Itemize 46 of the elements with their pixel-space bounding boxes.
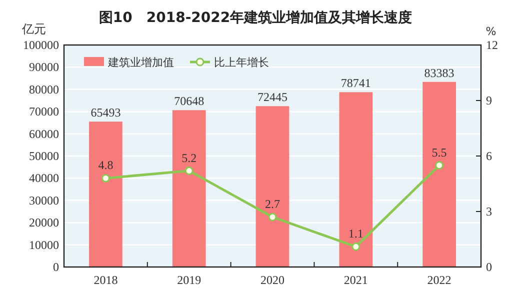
y-tick-label: 80000 bbox=[29, 82, 59, 96]
y-tick-label: 40000 bbox=[29, 171, 59, 186]
y2-axis-title: % bbox=[486, 25, 496, 38]
bar bbox=[422, 82, 456, 267]
bar bbox=[256, 106, 290, 267]
y2-tick-label: 6 bbox=[486, 149, 492, 163]
y2-tick-label: 9 bbox=[486, 94, 492, 108]
y-tick-label: 20000 bbox=[29, 216, 59, 230]
y-tick-label: 10000 bbox=[29, 238, 59, 252]
data-label: 83383 bbox=[424, 66, 454, 80]
data-label: 2.7 bbox=[265, 197, 280, 212]
y-tick-label: 90000 bbox=[29, 60, 59, 74]
point bbox=[352, 242, 360, 251]
data-label: 1.1 bbox=[348, 226, 364, 241]
bar bbox=[339, 92, 373, 267]
y-tick-label: 60000 bbox=[29, 126, 59, 141]
data-label: 70648 bbox=[174, 94, 204, 108]
x-tick-label: 2018 bbox=[94, 273, 118, 287]
data-label: 5.2 bbox=[182, 150, 197, 165]
x-tick-label: 2021 bbox=[344, 273, 368, 287]
x-tick-label: 2020 bbox=[260, 273, 284, 287]
y-axis-title: 亿元 bbox=[21, 22, 46, 36]
y2-tick-label: 3 bbox=[486, 204, 492, 218]
chart-title: 图10 2018-2022年建筑业增加值及其增长速度 bbox=[98, 9, 412, 26]
bar bbox=[89, 122, 122, 267]
data-label: 78741 bbox=[340, 76, 371, 90]
legend-label: 建筑业增加值 bbox=[107, 56, 174, 69]
y-tick-label: 100000 bbox=[23, 38, 59, 52]
bar bbox=[172, 110, 206, 267]
y-tick-label: 0 bbox=[53, 260, 59, 274]
y-tick-label: 70000 bbox=[29, 104, 59, 119]
data-label: 72445 bbox=[258, 90, 288, 104]
y-tick-label: 50000 bbox=[29, 149, 59, 163]
x-tick-label: 2022 bbox=[427, 273, 452, 287]
point bbox=[184, 166, 194, 176]
data-label: 4.8 bbox=[98, 158, 114, 172]
point bbox=[101, 174, 110, 182]
y2-tick-label: 12 bbox=[486, 38, 498, 52]
point bbox=[268, 212, 277, 222]
point bbox=[435, 161, 444, 170]
y-tick-label: 30000 bbox=[29, 193, 59, 208]
y2-tick-label: 0 bbox=[486, 260, 492, 274]
x-tick-label: 2019 bbox=[177, 273, 202, 287]
data-label: 5.5 bbox=[432, 145, 447, 160]
data-label: 65493 bbox=[90, 106, 121, 120]
legend-label: 比上年增长 bbox=[214, 56, 269, 69]
